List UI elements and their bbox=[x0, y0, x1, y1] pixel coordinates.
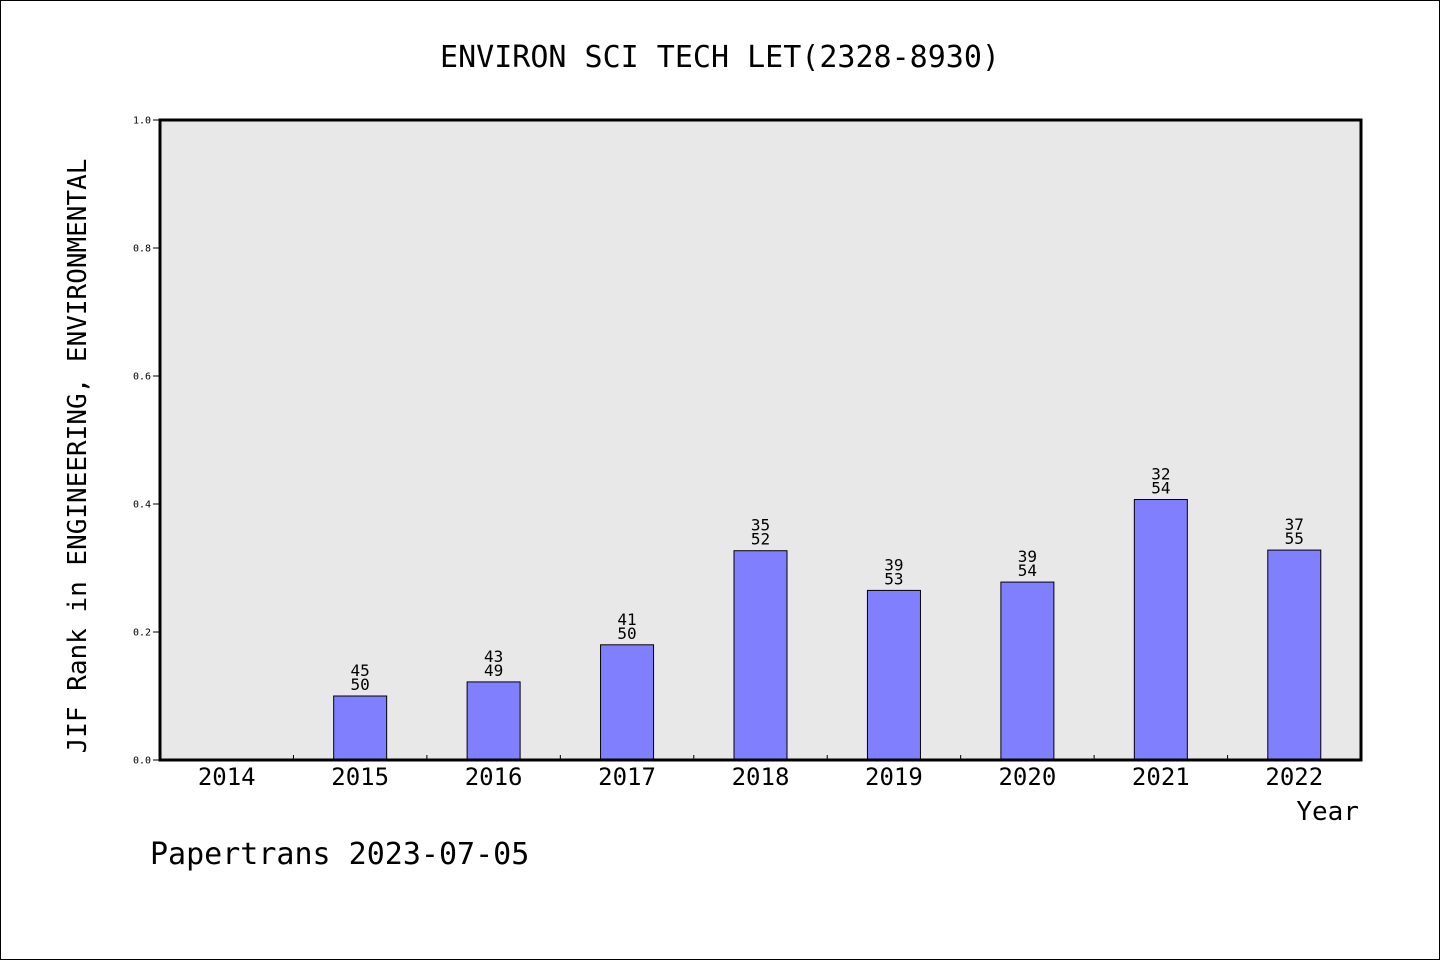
y-tick-label: 0.8 bbox=[133, 244, 151, 255]
x-tick-label: 2014 bbox=[198, 763, 256, 791]
bar-2015 bbox=[333, 695, 388, 761]
x-tick-label: 2018 bbox=[732, 763, 790, 791]
data-label-rank: 43 bbox=[484, 647, 503, 666]
bar-2021 bbox=[1133, 499, 1188, 761]
x-tick-label: 2020 bbox=[998, 763, 1056, 791]
bar-2022 bbox=[1267, 549, 1322, 761]
x-tick-label: 2019 bbox=[865, 763, 923, 791]
data-label-rank: 32 bbox=[1151, 465, 1170, 484]
data-label-total: 54 bbox=[1018, 561, 1037, 580]
data-label-total: 55 bbox=[1285, 529, 1304, 548]
bar-2017 bbox=[600, 644, 655, 761]
data-label-rank: 41 bbox=[617, 610, 636, 629]
x-tick-label: 2016 bbox=[465, 763, 523, 791]
data-label-total: 53 bbox=[884, 569, 903, 588]
x-tick-label: 2017 bbox=[598, 763, 656, 791]
bar-2019 bbox=[866, 589, 921, 761]
bars bbox=[333, 499, 1322, 761]
plot-border bbox=[158, 118, 1363, 762]
bar-2020 bbox=[1000, 581, 1055, 761]
bar-2016 bbox=[466, 681, 521, 761]
x-tick-label: 2022 bbox=[1265, 763, 1323, 791]
data-label-total: 52 bbox=[751, 530, 770, 549]
y-tick-label: 0.0 bbox=[133, 756, 151, 767]
data-label-rank: 39 bbox=[884, 555, 903, 574]
footer-text: Papertrans 2023-07-05 bbox=[150, 837, 529, 872]
x-tick-label: 2015 bbox=[331, 763, 389, 791]
data-label-rank: 37 bbox=[1285, 515, 1304, 534]
data-label-total: 50 bbox=[617, 624, 636, 643]
x-axis-ticks: 2014 2015 2016 2017 2018 2019 2020 2021 2022 bbox=[198, 755, 1323, 791]
y-axis-ticks: 0.0 0.2 0.4 0.6 0.8 1.0 bbox=[133, 116, 160, 767]
data-label-rank: 35 bbox=[751, 516, 770, 535]
data-label-total: 49 bbox=[484, 661, 503, 680]
y-tick-label: 1.0 bbox=[133, 116, 151, 127]
x-tick-label: 2021 bbox=[1132, 763, 1190, 791]
data-label-total: 54 bbox=[1151, 479, 1170, 498]
y-axis-title: JIF Rank in ENGINEERING, ENVIRONMENTAL bbox=[63, 159, 93, 754]
y-tick-label: 0.2 bbox=[133, 628, 151, 639]
chart-title: ENVIRON SCI TECH LET(2328-8930) bbox=[440, 40, 1000, 75]
data-label-rank: 45 bbox=[351, 661, 370, 680]
data-label-rank: 39 bbox=[1018, 547, 1037, 566]
x-axis-title: Year bbox=[1296, 797, 1359, 827]
data-label-total: 50 bbox=[351, 675, 370, 694]
y-tick-label: 0.4 bbox=[133, 500, 151, 511]
y-tick-label: 0.6 bbox=[133, 372, 151, 383]
bar-2018 bbox=[733, 550, 788, 761]
